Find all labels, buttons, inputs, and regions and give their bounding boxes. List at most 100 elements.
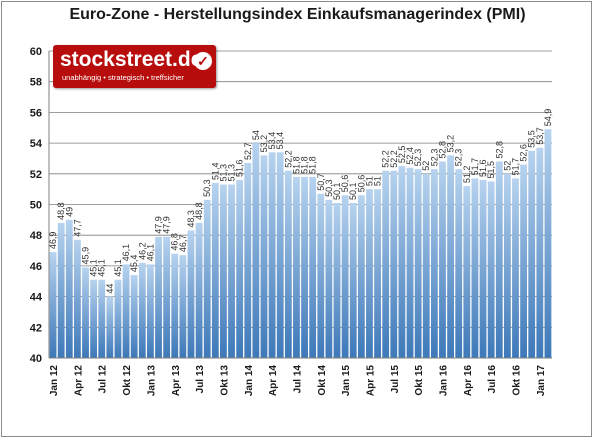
bar (382, 170, 390, 358)
data-label: 45,1 (97, 259, 107, 277)
data-label: 52,4 (405, 147, 415, 165)
data-label: 52,2 (283, 150, 293, 168)
data-label: 52 (421, 161, 431, 171)
bar (325, 199, 333, 358)
x-tick-label: Apr 16 (463, 365, 474, 397)
data-label: 51,7 (510, 158, 520, 176)
y-tick-label: 44 (30, 292, 43, 304)
y-tick-label: 52 (30, 169, 42, 181)
bar (414, 169, 422, 358)
bar (536, 147, 544, 358)
data-label: 48,3 (186, 210, 196, 228)
bar (276, 152, 284, 358)
data-label: 51,3 (227, 164, 237, 182)
data-label: 52,5 (397, 146, 407, 164)
data-label: 52,3 (429, 149, 439, 167)
bar (463, 186, 471, 358)
bar (147, 264, 154, 358)
bar (268, 152, 276, 358)
data-label: 51,5 (486, 161, 496, 179)
bar (57, 222, 65, 358)
bar (49, 252, 57, 358)
data-label: 51,7 (470, 158, 480, 176)
data-label: 46,7 (178, 235, 188, 253)
data-label: 50,1 (348, 182, 358, 200)
data-label: 50,6 (340, 175, 350, 193)
data-label: 45,1 (89, 259, 99, 277)
data-label: 52 (502, 161, 512, 171)
bar (366, 189, 373, 358)
x-tick-label: Jul 15 (390, 365, 401, 394)
bar (544, 129, 552, 358)
data-label: 54,9 (543, 109, 553, 127)
x-tick-label: Okt 16 (511, 365, 522, 396)
data-label: 48,8 (56, 202, 66, 220)
bar (90, 279, 98, 358)
x-tick-label: Jan 17 (536, 365, 547, 397)
bar (520, 164, 528, 358)
logo-slogan: unabhängig • strategisch • treffsicher (62, 73, 184, 82)
x-tick-label: Okt 15 (414, 365, 425, 396)
data-label: 45,4 (129, 255, 139, 273)
bar (430, 169, 438, 358)
bar (333, 202, 341, 358)
logo-name: stockstreet.de (60, 48, 203, 71)
bar (195, 222, 203, 358)
y-tick-label: 50 (30, 200, 42, 212)
data-label: 51 (373, 176, 383, 186)
x-tick-label: Okt 12 (122, 365, 133, 396)
axes: 40 42 44 46 48 50 52 54 56 58 60 Jan 12 Apr 12 Jul 12… (30, 46, 552, 396)
bar (171, 253, 179, 358)
bar (301, 176, 308, 358)
data-label: 45,9 (81, 247, 91, 265)
x-tick-label: Apr 12 (73, 365, 84, 397)
data-label: 52,3 (454, 149, 464, 167)
data-label: 45,1 (113, 259, 123, 277)
x-tick-label: Apr 15 (365, 365, 376, 397)
bar (244, 163, 252, 358)
data-label: 51,6 (235, 159, 245, 177)
y-tick-label: 56 (30, 107, 42, 119)
bar (528, 150, 536, 358)
data-labels: 46,948,84947,745,945,145,14445,146,145,4… (48, 109, 553, 294)
data-label: 51 (364, 176, 374, 186)
bar (406, 167, 414, 358)
data-label: 53,2 (259, 135, 269, 153)
data-label: 53,4 (267, 132, 277, 150)
data-label: 50,1 (332, 182, 342, 200)
x-tick-label: Apr 14 (268, 365, 279, 397)
bar (309, 176, 317, 358)
bar (114, 279, 122, 358)
bar (106, 296, 114, 358)
bar (374, 189, 381, 358)
x-tick-label: Jul 13 (195, 365, 206, 394)
bar (479, 179, 487, 358)
x-tick-label: Jul 12 (98, 365, 109, 394)
bar (512, 178, 519, 358)
data-label: 51,8 (300, 156, 310, 174)
x-tick-label: Jan 16 (438, 365, 449, 397)
data-label: 51,2 (462, 166, 472, 184)
data-label: 53,2 (446, 135, 456, 153)
bar (252, 143, 260, 358)
data-label: 52,2 (381, 150, 391, 168)
bar (203, 199, 211, 358)
bar (155, 236, 162, 358)
x-tick-label: Okt 14 (317, 365, 328, 396)
bar (236, 179, 244, 358)
x-tick-label: Jan 15 (341, 365, 352, 397)
bar (284, 170, 292, 358)
data-label: 52,8 (437, 141, 447, 159)
bar (439, 161, 446, 358)
data-label: 51,4 (210, 162, 220, 180)
y-tick-label: 40 (30, 353, 42, 365)
bar (211, 183, 219, 358)
x-tick-label: Jan 12 (49, 365, 60, 397)
chart-title: Euro-Zone - Herstellungsindex Einkaufsma… (69, 6, 526, 23)
data-label: 47,9 (162, 216, 172, 234)
data-label: 51,3 (218, 164, 228, 182)
data-label: 52,8 (494, 141, 504, 159)
bar (73, 239, 81, 358)
data-label: 46,9 (48, 232, 58, 250)
